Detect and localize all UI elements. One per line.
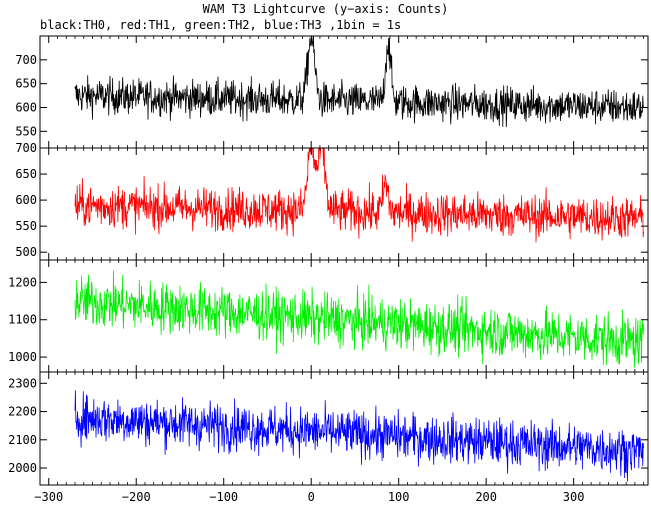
panel-frame-th3 bbox=[39, 371, 649, 486]
series-th3-line bbox=[74, 390, 644, 482]
y-tick-label: 500 bbox=[15, 245, 37, 259]
y-tick-label: 2300 bbox=[8, 376, 37, 390]
y-tick-label: 1000 bbox=[8, 350, 37, 364]
y-tick-label: 650 bbox=[15, 167, 37, 181]
y-tick-label: 600 bbox=[15, 100, 37, 114]
y-tick-label: 2000 bbox=[8, 461, 37, 475]
x-tick-label: −100 bbox=[209, 490, 238, 504]
series-th1-line bbox=[74, 148, 644, 243]
y-tick-label: 2100 bbox=[8, 433, 37, 447]
x-tick-label: −200 bbox=[122, 490, 151, 504]
series-th0-line bbox=[74, 36, 644, 128]
x-tick-label: 200 bbox=[475, 490, 497, 504]
y-tick-label: 700 bbox=[15, 141, 37, 155]
y-tick-label: 2200 bbox=[8, 405, 37, 419]
y-tick-label: 1100 bbox=[8, 313, 37, 327]
x-tick-label: 300 bbox=[563, 490, 585, 504]
y-tick-label: 550 bbox=[15, 124, 37, 138]
y-tick-label: 700 bbox=[15, 53, 37, 67]
y-tick-label: 1200 bbox=[8, 275, 37, 289]
y-tick-label: 600 bbox=[15, 193, 37, 207]
chart-subtitle: black:TH0, red:TH1, green:TH2, blue:TH3 … bbox=[40, 18, 402, 32]
panel-frame-th2 bbox=[39, 259, 649, 373]
x-tick-label: −300 bbox=[34, 490, 63, 504]
series-th2-line bbox=[74, 270, 644, 368]
x-tick-label: 0 bbox=[308, 490, 315, 504]
x-tick-label: 100 bbox=[388, 490, 410, 504]
y-tick-label: 550 bbox=[15, 219, 37, 233]
y-tick-label: 650 bbox=[15, 77, 37, 91]
chart-title: WAM T3 Lightcurve (y−axis: Counts) bbox=[202, 2, 449, 16]
